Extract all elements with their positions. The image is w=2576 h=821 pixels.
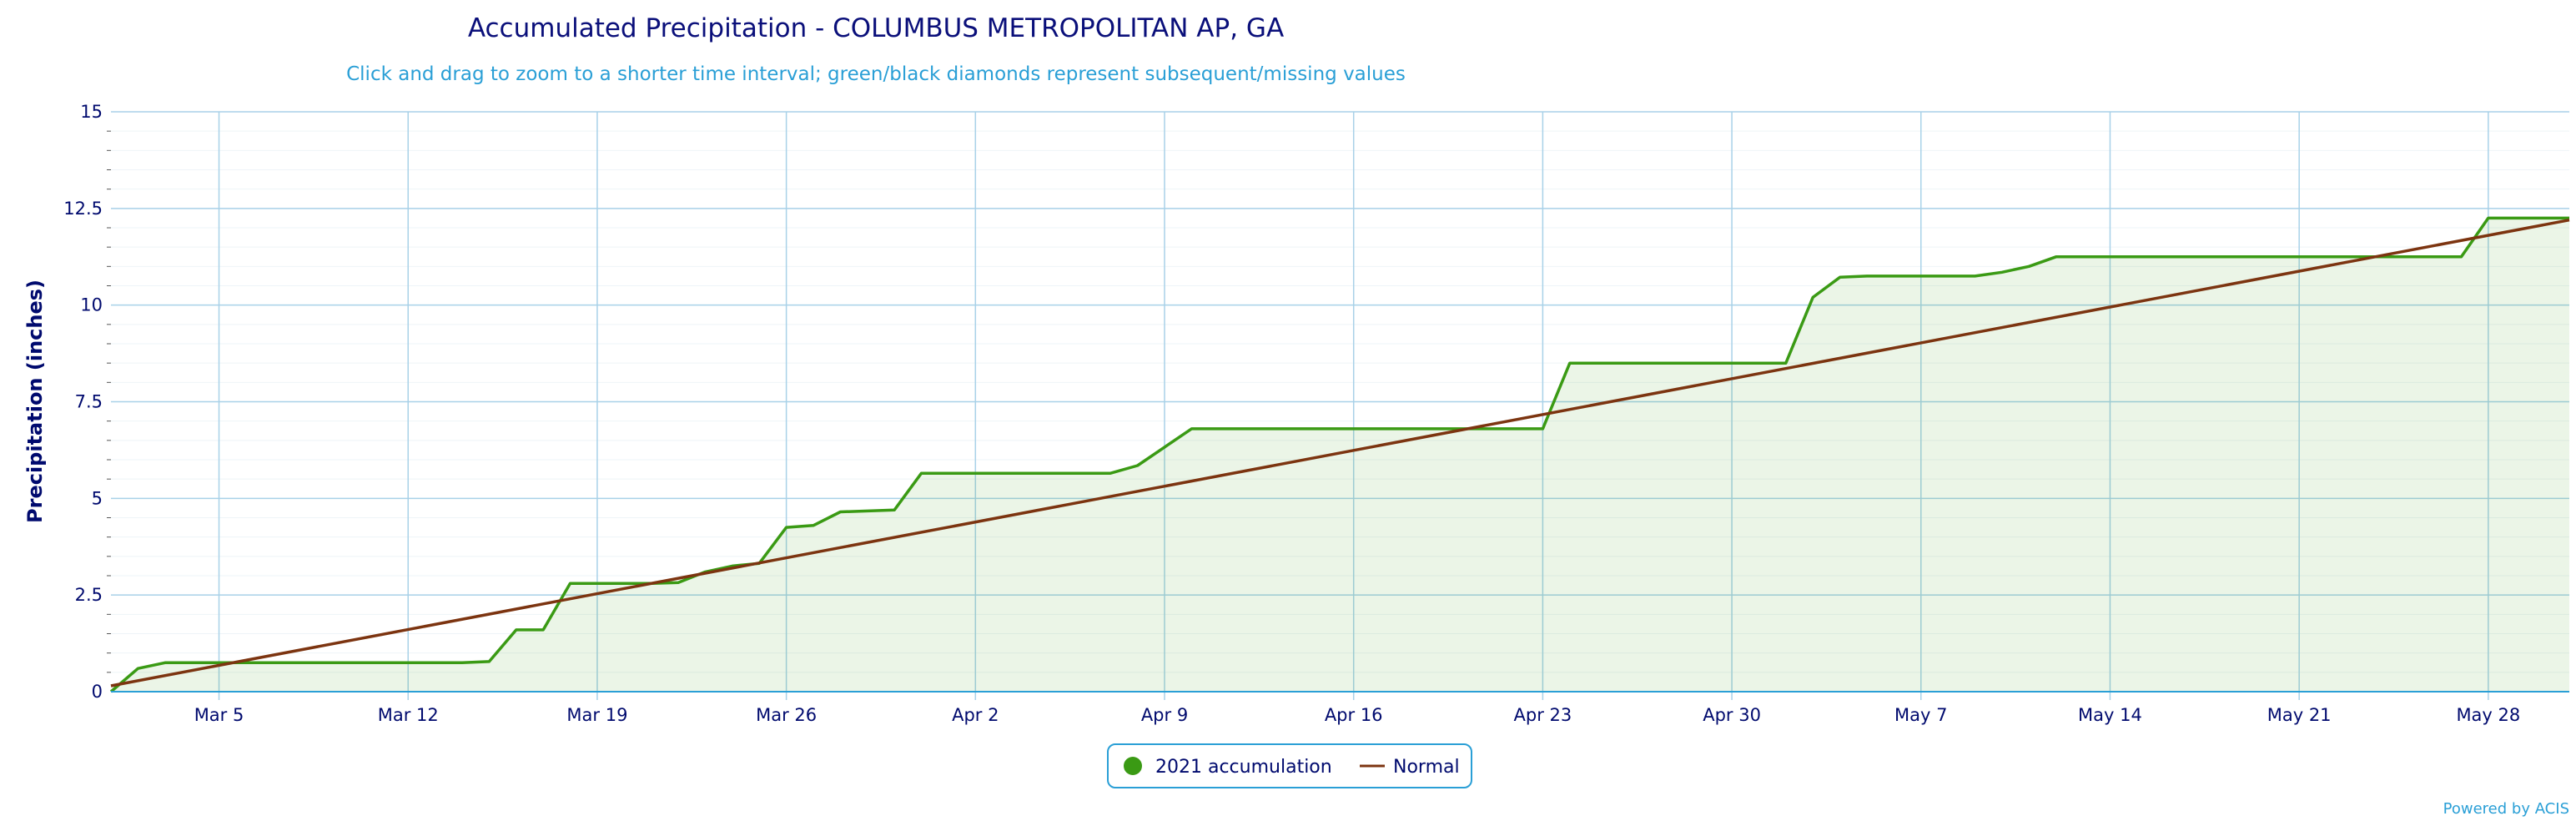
y-minor-tick-marks [107,130,111,673]
x-tick-label: Mar 12 [378,705,439,725]
legend[interactable]: 2021 accumulation Normal [1107,743,1472,788]
legend-accumulation-marker [1124,757,1142,775]
y-tick-label: 2.5 [75,585,103,605]
series-layer [109,216,2570,693]
y-tick-label: 10 [80,295,103,315]
x-tick-label: Apr 30 [1703,705,1761,725]
x-tick-labels: Mar 5 Mar 12 Mar 19 Mar 26 Apr 2 Apr 9 Apr 16 A… [194,705,2521,725]
x-tick-label: Mar 26 [756,705,817,725]
x-tick-label: May 28 [2456,705,2520,725]
x-tick-label: May 14 [2078,705,2142,725]
x-tick-label: May 7 [1894,705,1947,725]
credits-link[interactable]: Powered by ACIS [2443,800,2569,818]
series-line-normal [110,218,2570,688]
y-tick-label: 5 [92,488,103,508]
y-tick-label: 15 [80,102,103,122]
y-tick-label: 7.5 [75,392,103,412]
x-tick-label: Mar 5 [194,705,244,725]
x-tick-label: Apr 9 [1141,705,1188,725]
x-gridlines [218,112,2489,700]
y-tick-labels: 0 2.5 5 7.5 10 12.5 15 [63,102,103,702]
y-tick-label: 12.5 [63,199,103,219]
legend-box [1107,743,1472,788]
legend-normal-label: Normal [1393,757,1460,778]
x-tick-label: Apr 23 [1514,705,1572,725]
y-axis-title: Precipitation (inches) [23,280,47,523]
series-line-accumulation [109,216,2569,693]
x-tick-label: May 21 [2267,705,2332,725]
x-tick-label: Mar 19 [566,705,627,725]
chart-subtitle: Click and drag to zoom to a shorter time… [346,63,1406,85]
x-tick-label: Apr 16 [1325,705,1383,725]
y-tick-label: 0 [92,682,103,702]
x-tick-label: Apr 2 [952,705,999,725]
legend-item-normal[interactable]: Normal [1360,757,1460,778]
legend-item-accumulation[interactable]: 2021 accumulation [1124,757,1332,778]
legend-accumulation-label: 2021 accumulation [1155,757,1332,778]
chart-title: Accumulated Precipitation - COLUMBUS MET… [468,13,1284,43]
minor-gridlines [111,130,2569,673]
